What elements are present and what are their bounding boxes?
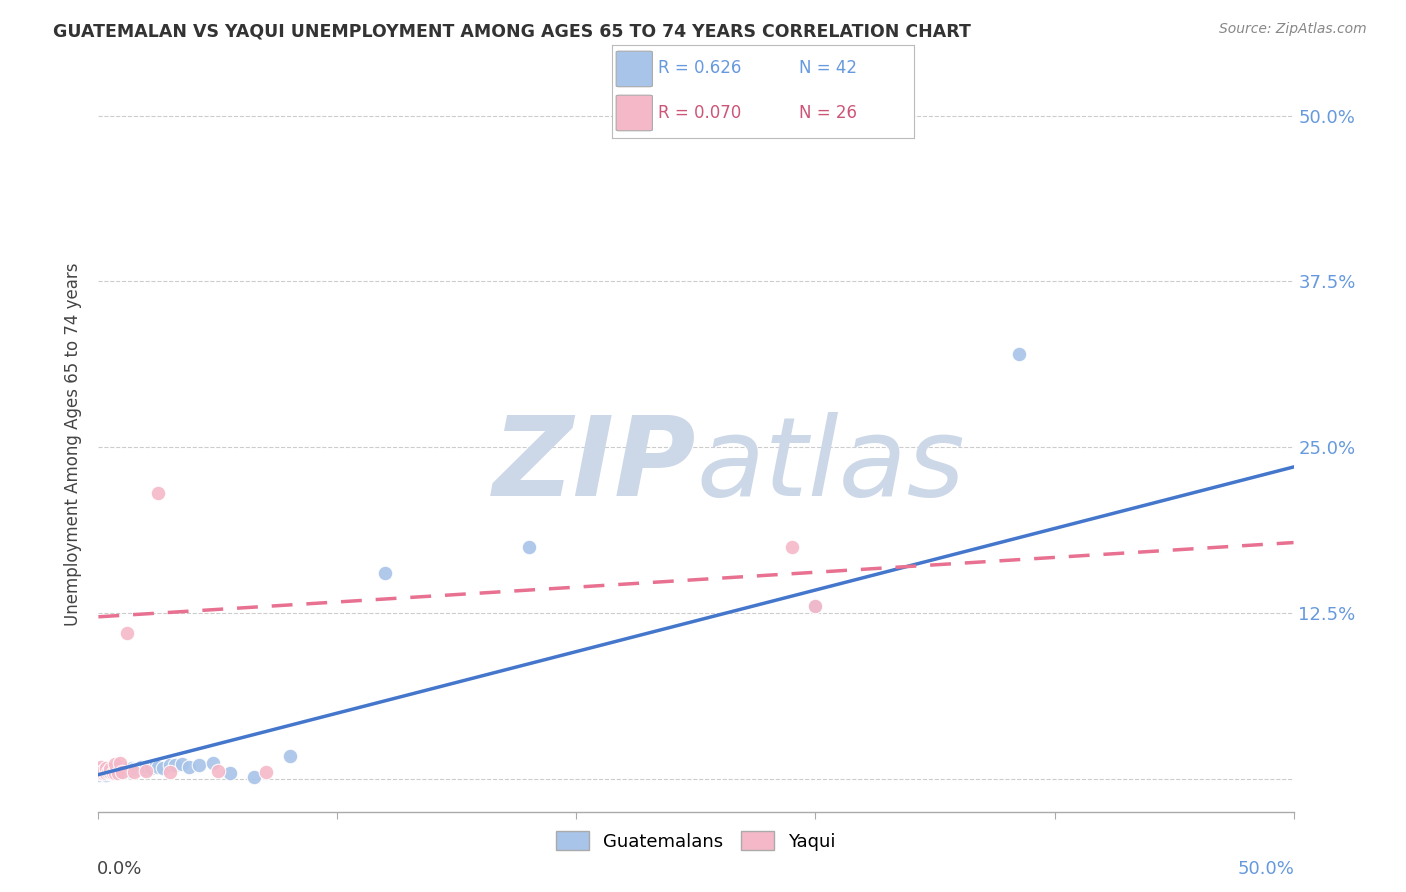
Point bbox=[219, 766, 242, 780]
Point bbox=[172, 756, 194, 771]
Point bbox=[135, 759, 157, 773]
Text: N = 26: N = 26 bbox=[799, 103, 858, 121]
Point bbox=[107, 766, 129, 780]
Point bbox=[104, 764, 127, 779]
Point bbox=[104, 756, 127, 771]
Point bbox=[108, 756, 131, 770]
Point bbox=[94, 764, 117, 779]
Point bbox=[91, 764, 114, 778]
Point bbox=[124, 762, 146, 776]
Point bbox=[243, 770, 266, 784]
Point bbox=[104, 766, 127, 780]
Point bbox=[131, 759, 153, 773]
Point bbox=[254, 764, 277, 779]
Point bbox=[163, 758, 186, 772]
Point bbox=[148, 486, 170, 500]
Point bbox=[90, 766, 112, 780]
Point bbox=[152, 761, 174, 775]
Point bbox=[517, 540, 540, 554]
Point bbox=[87, 766, 110, 780]
Point bbox=[202, 756, 225, 770]
FancyBboxPatch shape bbox=[616, 95, 652, 131]
Point bbox=[90, 764, 112, 779]
Point bbox=[94, 767, 117, 781]
Point bbox=[1008, 347, 1031, 361]
Point bbox=[135, 764, 157, 778]
Point bbox=[108, 764, 131, 779]
Point bbox=[107, 766, 129, 780]
Point bbox=[91, 766, 114, 780]
Point bbox=[91, 766, 114, 780]
Point bbox=[124, 764, 146, 779]
Point bbox=[111, 764, 134, 779]
Point bbox=[159, 758, 181, 772]
Point bbox=[98, 762, 122, 776]
Text: R = 0.070: R = 0.070 bbox=[658, 103, 742, 121]
Point bbox=[98, 764, 122, 779]
Text: atlas: atlas bbox=[696, 412, 965, 519]
Point bbox=[94, 766, 117, 780]
Point bbox=[125, 762, 148, 776]
Text: ZIP: ZIP bbox=[492, 412, 696, 519]
Y-axis label: Unemployment Among Ages 65 to 74 years: Unemployment Among Ages 65 to 74 years bbox=[65, 262, 83, 625]
Point bbox=[121, 761, 143, 775]
Point bbox=[207, 764, 229, 778]
Point bbox=[101, 766, 124, 780]
Point bbox=[128, 761, 150, 775]
Point bbox=[187, 758, 209, 772]
Point bbox=[148, 759, 170, 773]
Point bbox=[145, 758, 167, 772]
Text: 50.0%: 50.0% bbox=[1237, 860, 1295, 878]
Point bbox=[179, 759, 201, 773]
Point bbox=[98, 764, 122, 778]
Text: GUATEMALAN VS YAQUI UNEMPLOYMENT AMONG AGES 65 TO 74 YEARS CORRELATION CHART: GUATEMALAN VS YAQUI UNEMPLOYMENT AMONG A… bbox=[53, 22, 972, 40]
Point bbox=[115, 762, 138, 776]
Point bbox=[94, 761, 117, 775]
Point bbox=[118, 764, 141, 778]
Text: Source: ZipAtlas.com: Source: ZipAtlas.com bbox=[1219, 22, 1367, 37]
Point bbox=[278, 749, 301, 764]
Text: R = 0.626: R = 0.626 bbox=[658, 60, 742, 78]
Point bbox=[115, 625, 138, 640]
Point bbox=[111, 764, 134, 778]
Point bbox=[804, 599, 827, 614]
Point bbox=[804, 599, 827, 614]
Point bbox=[111, 762, 134, 776]
FancyBboxPatch shape bbox=[616, 51, 652, 87]
Point bbox=[97, 764, 120, 779]
Point bbox=[97, 766, 120, 780]
Point bbox=[132, 762, 155, 776]
Point bbox=[98, 764, 122, 779]
Text: 0.0%: 0.0% bbox=[97, 860, 142, 878]
Point bbox=[114, 764, 136, 779]
Point bbox=[374, 566, 396, 580]
Point bbox=[107, 764, 129, 778]
Point bbox=[101, 766, 124, 780]
Text: N = 42: N = 42 bbox=[799, 60, 858, 78]
Point bbox=[139, 761, 162, 775]
Point bbox=[87, 767, 110, 781]
Point bbox=[87, 762, 110, 776]
Point bbox=[159, 764, 181, 779]
Point bbox=[780, 540, 803, 554]
Legend: Guatemalans, Yaqui: Guatemalans, Yaqui bbox=[548, 824, 844, 858]
Point bbox=[90, 759, 112, 773]
